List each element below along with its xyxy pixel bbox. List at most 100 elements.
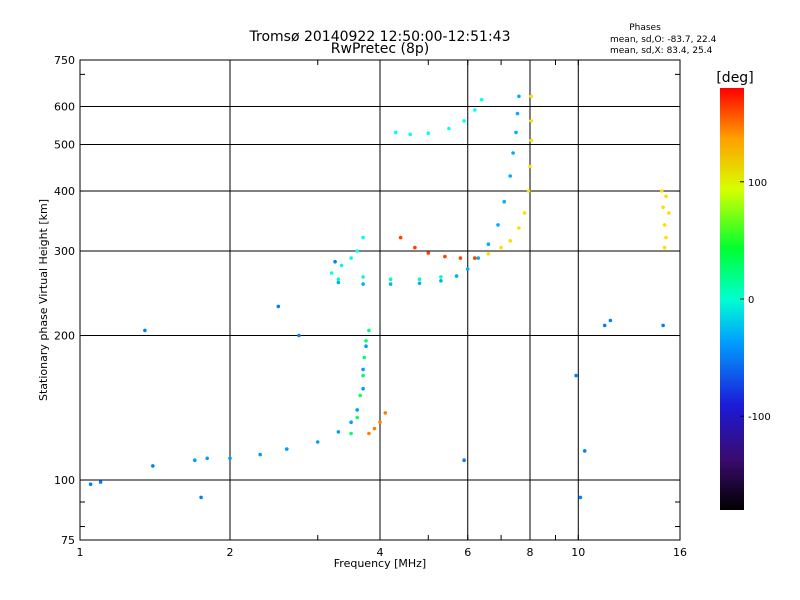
data-point <box>358 393 363 398</box>
data-point <box>529 94 534 99</box>
data-point <box>454 274 459 278</box>
data-point <box>361 367 365 372</box>
data-point <box>349 431 353 436</box>
data-point <box>602 323 607 328</box>
y-tick-label: 500 <box>54 139 75 152</box>
x-tick-label: 6 <box>464 546 471 559</box>
stats-line-o: mean, sd,O: -83.7, 22.4 <box>610 35 717 45</box>
data-point <box>426 131 431 135</box>
data-point <box>496 223 500 227</box>
data-point <box>151 464 155 468</box>
y-tick-label: 100 <box>54 474 75 487</box>
data-point <box>447 126 451 131</box>
data-point <box>408 132 413 137</box>
data-point <box>349 256 353 260</box>
data-point <box>417 281 422 286</box>
data-point <box>462 119 466 123</box>
data-point <box>361 386 365 391</box>
data-point <box>393 130 398 135</box>
data-point <box>458 256 463 260</box>
x-tick-label: 1 <box>77 546 84 559</box>
data-point <box>361 235 365 240</box>
data-point <box>526 189 531 193</box>
data-point <box>361 275 365 279</box>
data-point <box>205 456 209 461</box>
data-point <box>529 119 534 123</box>
data-point <box>508 174 512 178</box>
data-point <box>661 323 665 328</box>
data-point <box>662 245 667 250</box>
data-point <box>511 151 515 155</box>
data-point <box>361 282 365 286</box>
data-point <box>349 420 353 425</box>
data-point <box>362 355 367 360</box>
data-point <box>398 235 403 240</box>
data-point <box>439 279 443 283</box>
data-point <box>199 495 203 500</box>
y-tick-label: 300 <box>54 245 75 258</box>
data-point <box>443 254 447 259</box>
axis-ticks: 1 2 4 6 8 10 16 75 100 200 300 400 500 600 750 <box>54 54 687 559</box>
y-tick-label: 75 <box>61 534 75 547</box>
data-point <box>473 108 477 112</box>
y-tick-label: 200 <box>54 330 75 343</box>
data-point <box>439 275 443 279</box>
data-point <box>413 245 417 250</box>
data-point <box>522 211 527 215</box>
data-point <box>355 415 360 420</box>
data-points <box>88 94 671 500</box>
data-point <box>508 239 512 243</box>
data-point <box>502 199 507 204</box>
data-point <box>528 164 532 169</box>
y-axis-label: Stationary phase Virtual Height [km] <box>37 199 50 401</box>
x-tick-label: 16 <box>673 546 687 559</box>
data-point <box>285 447 289 451</box>
data-point <box>372 426 377 431</box>
data-point <box>383 411 388 415</box>
stats-heading: Phases <box>629 23 661 33</box>
data-point <box>417 277 422 282</box>
data-point <box>608 318 613 323</box>
x-tick-label: 8 <box>527 546 534 559</box>
data-point <box>517 226 521 230</box>
data-point <box>355 249 360 253</box>
data-point <box>476 256 481 260</box>
data-point <box>355 408 360 412</box>
chart-subtitle: RwPretec (8p) <box>331 41 429 57</box>
data-point <box>276 304 281 309</box>
colorbar-ticks: 100 0 -100 <box>740 178 771 423</box>
data-point <box>667 211 671 215</box>
colorbar-tick-label: 0 <box>748 295 754 306</box>
data-point <box>98 480 103 484</box>
y-tick-label: 750 <box>54 54 75 67</box>
data-point <box>339 263 344 268</box>
data-point <box>499 245 503 250</box>
data-point <box>361 373 365 378</box>
data-point <box>578 495 583 500</box>
data-point <box>258 452 263 457</box>
data-point <box>367 431 371 436</box>
data-point <box>297 333 301 338</box>
x-axis-label: Frequency [MHz] <box>334 557 426 570</box>
data-point <box>315 440 320 444</box>
data-point <box>662 223 667 227</box>
data-point <box>582 449 587 453</box>
data-point <box>333 259 337 264</box>
data-point <box>473 256 477 260</box>
stats-line-x: mean, sd,X: 83.4, 25.4 <box>610 46 713 56</box>
data-point <box>329 271 334 275</box>
data-point <box>388 282 393 286</box>
data-point <box>367 328 371 333</box>
data-point <box>388 277 393 282</box>
data-point <box>426 251 431 255</box>
chart-title: Tromsø 20140922 12:50:00-12:51:43 <box>249 29 511 45</box>
data-point <box>486 242 491 246</box>
colorbar-tick-label: -100 <box>748 412 771 423</box>
data-point <box>88 482 93 487</box>
data-point <box>462 458 466 463</box>
data-point <box>574 373 578 378</box>
data-point <box>659 189 664 193</box>
data-point <box>336 430 341 434</box>
data-point <box>364 339 368 343</box>
data-point <box>517 94 521 99</box>
